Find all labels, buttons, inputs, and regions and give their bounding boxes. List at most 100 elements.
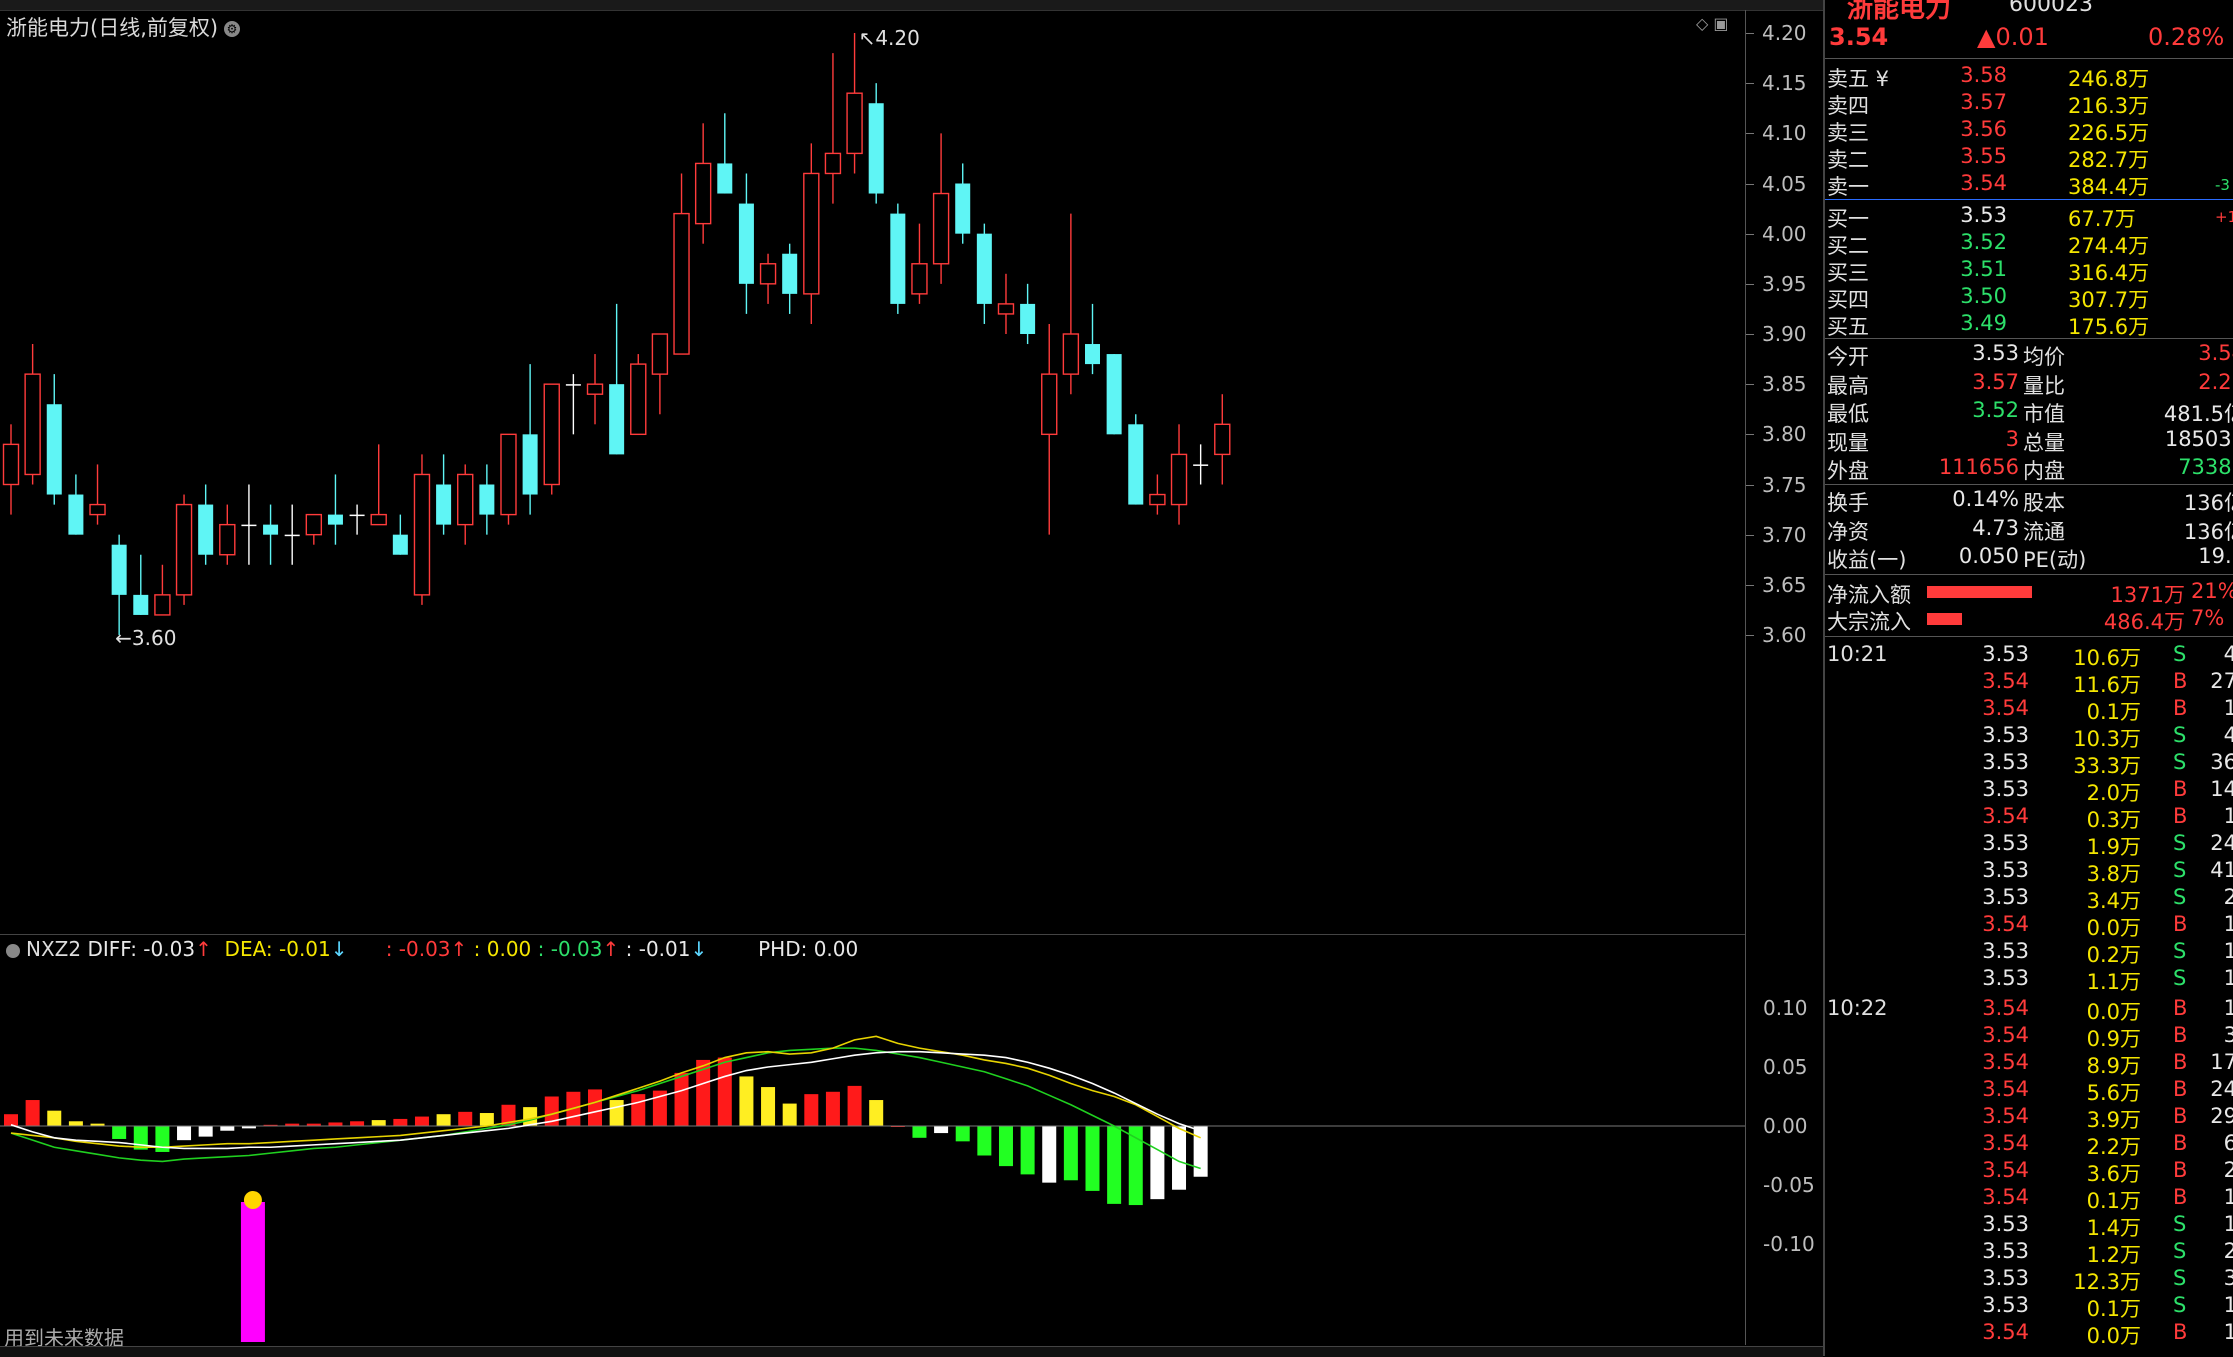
tick-count: 14: [2210, 777, 2233, 801]
tick-volume: 0.9万: [2086, 1027, 2141, 1051]
tick-side: S: [2173, 1212, 2187, 1236]
stock-name: 浙能电力: [1847, 0, 1952, 24]
price-change-pct: 0.28%: [2148, 23, 2225, 51]
tick-count: 6: [2197, 1131, 2233, 1155]
value-1: : -0.03: [385, 937, 451, 961]
stat-key: 现量: [1827, 430, 1869, 455]
candle-body: [392, 534, 408, 555]
stat-value: 3.54: [2198, 341, 2233, 365]
tick-count: 4: [2197, 723, 2233, 747]
candle-body: [976, 233, 992, 304]
histogram-bar: [631, 1094, 646, 1126]
stat-key: 净资: [1827, 519, 1869, 544]
histogram-bar: [414, 1116, 429, 1126]
candle-body: [759, 263, 777, 285]
tick-side: S: [2173, 723, 2187, 747]
candlestick-chart[interactable]: ↖4.20 ←3.60: [0, 10, 1745, 934]
bid-label: 买一: [1827, 207, 1869, 231]
dea-line: [10, 1035, 1201, 1149]
chart-window-icons: ◇ ▣: [1696, 14, 1729, 33]
tick-price: 3.54: [1982, 1023, 2029, 1047]
price-tick-label: 4.00: [1762, 221, 1807, 246]
tick-volume: 0.0万: [2086, 1000, 2141, 1024]
histogram-bar: [4, 1114, 18, 1126]
histogram-bar: [68, 1121, 83, 1126]
tick-count: 17: [2210, 1050, 2233, 1074]
bid-volume: 67.7万: [2068, 207, 2136, 231]
tick-row: 3.53 0.1万 S1: [1825, 1293, 2233, 1321]
tick-volume: 3.8万: [2086, 862, 2141, 886]
axis-tick: [1746, 33, 1754, 34]
candle-body: [673, 212, 690, 355]
tick-side: B: [2173, 1077, 2188, 1101]
flow-bar: [1927, 586, 2032, 598]
candle-body: [630, 363, 647, 436]
chart-title-text: 浙能电力(日线,前复权): [6, 16, 219, 40]
histogram-bar: [523, 1107, 538, 1126]
tick-row: 3.53 1.1万 S1: [1825, 966, 2233, 994]
histogram-bar: [501, 1104, 516, 1126]
tick-count: 1: [2197, 1320, 2233, 1344]
signal-bar: [240, 1202, 265, 1342]
stat-key: 市值: [2023, 402, 2065, 426]
ask-row: 卖四 3.57 216.3万: [1825, 90, 2233, 118]
tick-side: S: [2173, 939, 2187, 963]
tick-row: 3.54 3.6万 B2: [1825, 1158, 2233, 1186]
tick-price: 3.54: [1982, 696, 2029, 720]
ask-label: 卖二: [1827, 148, 1869, 172]
ask-volume: 282.7万: [2068, 148, 2150, 172]
candle-body: [1106, 354, 1122, 435]
histogram-bar: [220, 1126, 235, 1131]
quote-panel: 浙能电力 600023 3.54 ▲0.01 0.28% 卖五 ¥3.58 246…: [1823, 0, 2233, 1356]
window-toggle-icon[interactable]: ▣: [1713, 14, 1729, 33]
tick-row: 3.54 5.6万 B 24: [1825, 1077, 2233, 1105]
value-3-arrow-icon: ↑: [602, 937, 620, 961]
histogram-bar: [25, 1100, 40, 1126]
histogram-bar: [717, 1057, 732, 1126]
gear-icon[interactable]: ⚙: [224, 21, 241, 37]
tick-side: B: [2173, 1104, 2188, 1128]
value-3: : -0.03: [537, 937, 603, 961]
tick-price: 3.54: [1982, 1077, 2029, 1101]
price-tick-label: 3.70: [1762, 522, 1807, 547]
ask-price: 3.58: [1960, 63, 2007, 87]
tick-volume: 10.6万: [2073, 646, 2141, 670]
stat-key: 量比: [2023, 373, 2065, 398]
histogram-bar: [436, 1114, 451, 1126]
tick-row: 3.53 2.0万 B 14: [1825, 777, 2233, 805]
indicator-toggle-icon[interactable]: [6, 943, 20, 958]
histogram-bar: [739, 1076, 754, 1126]
tick-side: B: [2173, 1320, 2188, 1344]
value-2: : 0.00: [473, 937, 532, 961]
bottom-scrollbar[interactable]: [0, 1346, 1823, 1357]
diamond-icon[interactable]: ◇: [1696, 14, 1709, 33]
candle-body: [1149, 493, 1166, 506]
tick-count: 36: [2210, 750, 2233, 774]
tick-row: 3.54 0.0万 B1: [1825, 912, 2233, 940]
stat-key: 换手: [1827, 491, 1869, 515]
histogram-bar: [1107, 1126, 1122, 1204]
indicator-chart[interactable]: 0.10 0.05 0.00 -0.05 -0.10: [0, 936, 1823, 1344]
histogram-bar: [977, 1126, 992, 1156]
tick-price: 3.54: [1982, 1131, 2029, 1155]
tick-volume: 0.2万: [2086, 943, 2141, 967]
chart-title: 浙能电力(日线,前复权) ⚙: [6, 12, 241, 42]
tick-volume: 0.1万: [2086, 1297, 2141, 1321]
ask-price: 3.56: [1960, 117, 2007, 141]
bid-volume: 307.7万: [2068, 288, 2150, 312]
stat-key: 均价: [2023, 345, 2065, 369]
candle-body: [911, 263, 928, 295]
tick-count: 2: [2197, 1239, 2233, 1263]
tick-side: S: [2173, 966, 2187, 990]
axis-tick: [1746, 183, 1754, 185]
tick-volume: 1.2万: [2086, 1243, 2141, 1267]
tick-row: 3.54 2.2万 B6: [1825, 1131, 2233, 1159]
candle-body: [111, 544, 127, 595]
stat-key: 股本: [2023, 491, 2065, 515]
flow-value: 486.4万: [2103, 610, 2185, 634]
axis-tick: [1746, 384, 1754, 386]
value-4: : -0.01: [625, 937, 691, 961]
stat-key: 收益(一): [1827, 548, 1907, 572]
tick-row: 3.54 3.9万 B 29: [1825, 1104, 2233, 1132]
panel-divider: [0, 934, 1745, 935]
